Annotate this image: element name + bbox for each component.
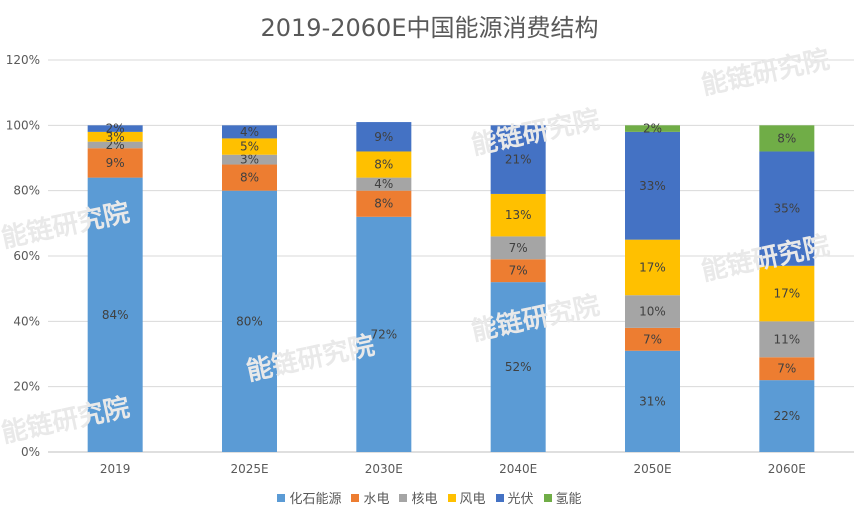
data-label: 2%	[643, 122, 662, 136]
data-label: 80%	[236, 314, 263, 328]
bar-segment	[222, 138, 277, 155]
bar-segment	[759, 265, 815, 322]
bar-segment	[625, 327, 680, 351]
bar-segment	[87, 131, 143, 142]
data-label: 7%	[509, 264, 528, 278]
y-tick-label: 120%	[6, 53, 40, 67]
data-label: 4%	[240, 125, 259, 139]
bar-segment	[356, 190, 412, 217]
x-tick-label: 2060E	[768, 462, 806, 476]
data-label: 5%	[240, 140, 259, 154]
legend-swatch	[447, 493, 456, 502]
data-label: 22%	[773, 409, 800, 423]
bar-segment	[759, 151, 815, 266]
bar-segment	[87, 177, 143, 452]
bar-segment	[490, 193, 546, 237]
x-tick-label: 2040E	[499, 462, 537, 476]
legend-label: 水电	[363, 492, 390, 507]
bar-segment	[490, 259, 546, 283]
data-label: 7%	[643, 332, 662, 346]
data-label: 84%	[102, 308, 129, 322]
bar-segment	[222, 190, 277, 452]
bar-segment	[759, 357, 815, 381]
data-label: 8%	[777, 131, 796, 145]
legend-label: 风电	[459, 492, 486, 507]
legend-swatch	[399, 493, 408, 502]
bar-segment	[759, 380, 815, 452]
data-label: 9%	[374, 130, 393, 144]
legend-item: 化石能源	[277, 488, 341, 507]
bar-segment	[490, 125, 546, 194]
chart-title: 2019-2060E中国能源消费结构	[260, 14, 599, 42]
legend-item: 核电	[399, 488, 438, 507]
y-tick-label: 100%	[6, 118, 40, 132]
legend-label: 核电	[411, 492, 438, 507]
y-tick-label: 40%	[13, 314, 40, 328]
data-label: 3%	[106, 130, 125, 144]
legend-label: 光伏	[507, 492, 534, 507]
y-tick-label: 20%	[13, 380, 40, 394]
bar-segment	[625, 295, 680, 328]
bar-segment	[759, 125, 815, 152]
data-label: 31%	[639, 394, 666, 408]
bar-segment	[625, 239, 680, 296]
data-label: 4%	[374, 177, 393, 191]
legend-item: 氢能	[543, 488, 582, 507]
data-label: 13%	[505, 208, 532, 222]
y-tick-label: 60%	[13, 249, 40, 263]
legend-item: 光伏	[495, 488, 534, 507]
bar-segment	[625, 350, 680, 452]
legend-swatch	[543, 493, 552, 502]
bar-segment	[625, 125, 680, 132]
bar-segment	[222, 164, 277, 191]
legend-label: 化石能源	[289, 492, 342, 507]
bar-segment	[356, 122, 412, 152]
data-label: 10%	[639, 305, 666, 319]
x-tick-label: 2030E	[365, 462, 403, 476]
bar-segment	[87, 148, 143, 178]
legend-item: 风电	[447, 488, 486, 507]
legend-item: 水电	[351, 488, 389, 507]
x-tick-label: 2025E	[230, 462, 268, 476]
data-label: 7%	[509, 241, 528, 255]
data-label: 33%	[639, 179, 666, 193]
bar-segment	[490, 282, 546, 452]
bar-segment	[222, 154, 277, 165]
data-label: 11%	[773, 332, 800, 346]
bar-segment	[356, 177, 412, 191]
legend-label: 氢能	[555, 492, 582, 507]
data-label: 8%	[374, 197, 393, 211]
data-label: 35%	[773, 202, 800, 216]
data-label: 52%	[505, 360, 532, 374]
legend-swatch	[351, 493, 360, 502]
data-label: 17%	[639, 260, 666, 274]
bar-segment	[222, 125, 277, 139]
legend-swatch	[277, 493, 286, 502]
bar-segment	[490, 236, 546, 260]
data-label: 7%	[777, 362, 796, 376]
bar-segment	[625, 131, 680, 240]
x-tick-label: 2019	[100, 462, 131, 476]
y-tick-label: 0%	[21, 445, 40, 459]
data-label: 9%	[106, 156, 125, 170]
bar-segment	[87, 141, 143, 149]
data-label: 72%	[370, 327, 397, 341]
bar-segment	[87, 125, 143, 132]
data-label: 2%	[106, 122, 125, 136]
data-label: 17%	[773, 287, 800, 301]
data-label: 21%	[505, 153, 532, 167]
x-tick-label: 2050E	[633, 462, 671, 476]
bar-segment	[356, 151, 412, 178]
bar-segment	[356, 216, 412, 452]
data-label: 8%	[240, 171, 259, 185]
data-label: 3%	[240, 153, 259, 167]
bar-segment	[759, 321, 815, 358]
chart-legend: 化石能源 水电 核电 风电 光伏 氢能	[0, 488, 859, 507]
legend-swatch	[495, 493, 504, 502]
y-tick-label: 80%	[13, 184, 40, 198]
data-label: 8%	[374, 158, 393, 172]
